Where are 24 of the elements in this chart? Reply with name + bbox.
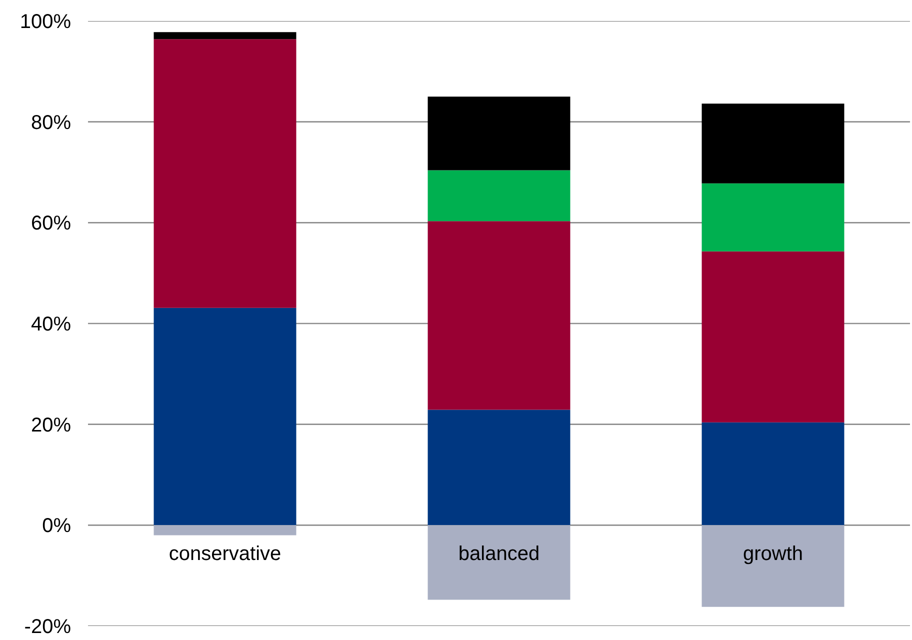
y-tick-label: 0% [42,515,72,538]
bar [154,32,296,40]
y-tick-label: -20% [24,616,72,638]
bar [154,39,296,308]
bar [428,525,570,600]
y-tick-label: 100% [20,11,72,33]
bar [702,183,844,252]
y-tick-label: 80% [30,112,72,134]
bar [428,221,570,410]
y-tick-label: 20% [30,414,72,436]
y-tick-label: 40% [30,314,72,336]
x-tick-label: growth [742,543,804,566]
bar [154,525,296,536]
bar [154,308,296,526]
bar [702,251,844,422]
x-tick-label: balanced [458,543,540,566]
bar [702,104,844,184]
bar [428,96,570,170]
bar [428,410,570,526]
bar [702,422,844,526]
y-tick-label: 60% [30,212,72,235]
bar [702,525,844,607]
bar [428,170,570,222]
x-tick-label: conservative [168,543,282,566]
